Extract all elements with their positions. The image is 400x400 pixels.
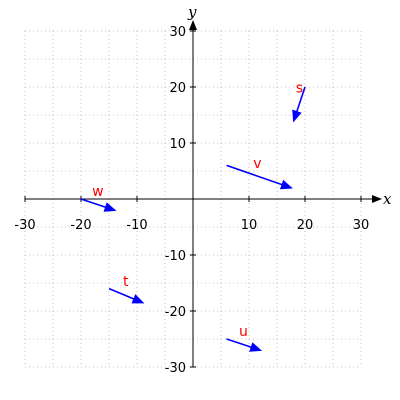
x-axis-title: x <box>383 190 392 208</box>
x-tick-label: -20 <box>70 218 91 233</box>
vector-label-w: w <box>92 184 103 200</box>
x-tick-label: 20 <box>297 218 314 233</box>
axes <box>25 20 382 367</box>
vector-v <box>226 164 293 190</box>
vector-w <box>80 198 117 212</box>
x-tick-label: -10 <box>126 218 147 233</box>
y-ticks: -30 -20 -10 10 20 30 <box>165 25 196 376</box>
y-tick-label: -20 <box>165 305 186 320</box>
y-tick-label: -30 <box>165 361 186 376</box>
vector-u <box>226 338 263 352</box>
vector-label-s: s <box>296 81 303 97</box>
x-tick-label: 30 <box>353 218 370 233</box>
y-axis-title: y <box>187 3 197 21</box>
x-tick-label: -30 <box>14 218 35 233</box>
y-tick-label: 30 <box>169 25 186 40</box>
y-tick-label: 10 <box>169 137 186 152</box>
x-tick-label: 10 <box>241 218 258 233</box>
vector-label-v: v <box>253 156 261 172</box>
y-tick-label: -10 <box>165 249 186 264</box>
vector-t <box>108 287 145 304</box>
vectors: s v w t u <box>80 81 306 352</box>
x-ticks: -30 -20 -10 10 20 30 <box>14 196 369 233</box>
vector-label-t: t <box>123 274 129 290</box>
vector-label-u: u <box>239 324 248 340</box>
y-tick-label: 20 <box>169 81 186 96</box>
vector-s <box>292 86 306 123</box>
